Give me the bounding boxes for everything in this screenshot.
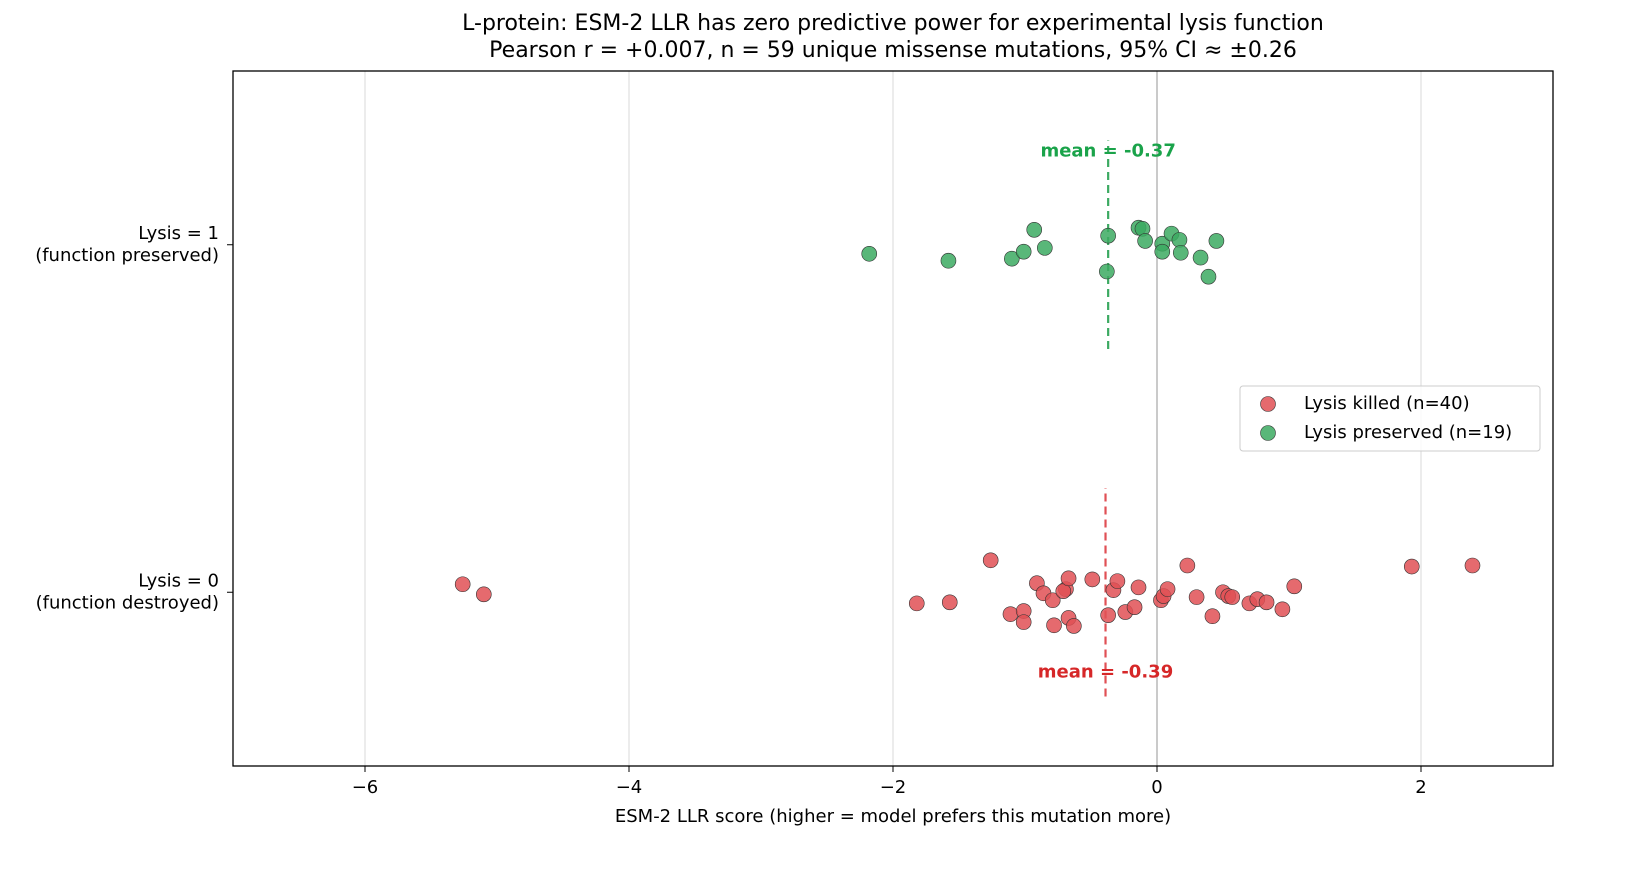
point — [1109, 573, 1126, 589]
point — [1154, 243, 1171, 260]
x-tick-label: −2 — [880, 777, 907, 798]
point — [1286, 578, 1303, 595]
point — [1464, 557, 1481, 574]
y-tick-label: Lysis = 1 (function preserved) — [35, 223, 219, 266]
point — [1066, 618, 1082, 634]
mean-label: mean = -0.39 — [1038, 662, 1173, 683]
point — [1130, 579, 1147, 596]
point — [861, 245, 878, 262]
point — [1015, 243, 1032, 260]
point — [1192, 249, 1209, 266]
chart-title: L-protein: ESM-2 LLR has zero predictive… — [462, 11, 1324, 36]
point — [982, 552, 999, 569]
x-tick-label: 0 — [1151, 777, 1162, 798]
point — [1200, 268, 1217, 285]
point — [1003, 250, 1020, 267]
point — [1060, 570, 1077, 587]
point — [1015, 614, 1032, 630]
y-tick-label: Lysis = 0 (function destroyed) — [36, 570, 219, 613]
legend-label: Lysis preserved (n=19) — [1304, 422, 1512, 443]
point — [908, 595, 925, 612]
point — [1258, 594, 1275, 611]
point — [1224, 589, 1241, 605]
point — [1037, 240, 1053, 256]
point — [1159, 581, 1176, 597]
point — [1026, 222, 1043, 238]
point — [1046, 617, 1062, 634]
point — [940, 252, 957, 269]
point — [1172, 244, 1189, 261]
point — [1044, 592, 1061, 609]
x-tick-label: −6 — [352, 777, 379, 798]
legend-box — [1239, 385, 1541, 452]
point — [941, 594, 958, 611]
point — [454, 576, 471, 593]
x-tick-label: 2 — [1415, 777, 1426, 798]
point — [1204, 608, 1221, 625]
mean-label: mean = -0.37 — [1040, 141, 1175, 162]
point — [1100, 227, 1116, 244]
point — [1126, 599, 1143, 615]
point — [1084, 571, 1101, 588]
point — [1099, 263, 1115, 280]
point — [1137, 233, 1153, 249]
point — [1274, 601, 1291, 618]
point — [1208, 233, 1225, 249]
point — [1179, 557, 1196, 574]
point — [1100, 607, 1116, 623]
point — [1002, 606, 1019, 622]
plot-frame — [232, 70, 1554, 767]
legend-marker — [1260, 396, 1276, 412]
point — [475, 586, 492, 603]
legend-label: Lysis killed (n=40) — [1304, 393, 1470, 414]
point — [1188, 589, 1205, 605]
point — [1403, 558, 1420, 575]
chart-subtitle: Pearson r = +0.007, n = 59 unique missen… — [489, 38, 1297, 63]
x-tick-label: −4 — [616, 777, 643, 798]
legend-marker — [1260, 425, 1276, 441]
x-axis-label: ESM-2 LLR score (higher = model prefers … — [615, 806, 1171, 827]
